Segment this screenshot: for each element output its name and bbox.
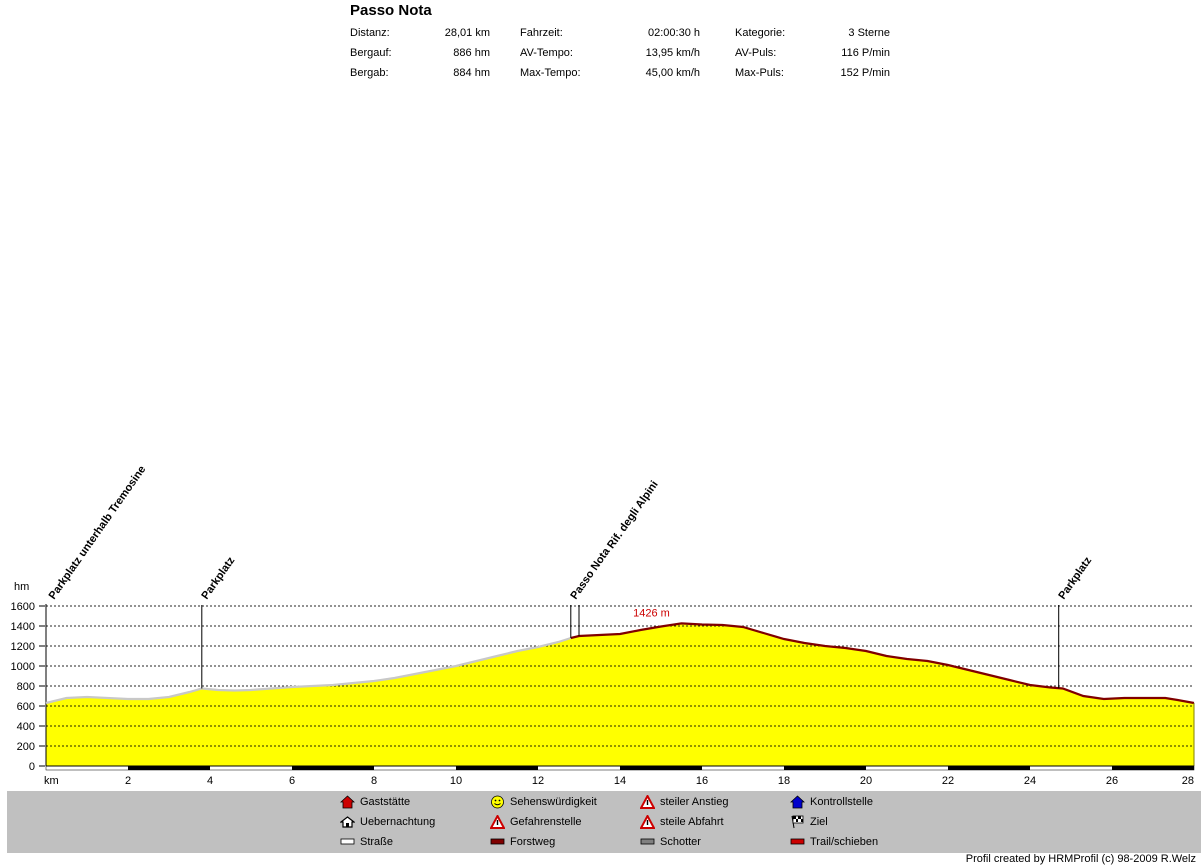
x-tick-label: 18	[778, 775, 790, 787]
stat-label: AV-Puls:	[735, 47, 777, 59]
stat-label: Distanz:	[350, 27, 390, 39]
y-tick-label: 1200	[11, 641, 35, 653]
y-axis-label: hm	[14, 581, 29, 593]
max-elevation-label: 1426 m	[633, 607, 670, 619]
y-tick-label: 200	[17, 741, 35, 753]
stat-value: 116 P/min	[841, 47, 890, 59]
stat-label: Max-Puls:	[735, 67, 784, 79]
waypoint-label: Parkplatz	[1056, 554, 1094, 601]
legend-label: Trail/schieben	[810, 836, 879, 848]
waypoint-label: Parkplatz	[199, 554, 237, 601]
waypoint-label: Rif. degli Alpini	[605, 479, 661, 551]
legend-label: steile Abfahrt	[660, 816, 724, 828]
legend-label: steiler Anstieg	[660, 796, 729, 808]
waypoint-label: Parkplatz unterhalb Tremosine	[47, 464, 149, 602]
stat-label: Bergauf:	[350, 47, 392, 59]
legend-label: Uebernachtung	[360, 816, 436, 828]
x-axis-band-segment	[456, 766, 538, 770]
y-tick-label: 1000	[11, 661, 35, 673]
x-axis-label: km	[44, 775, 59, 787]
x-tick-label: 10	[450, 775, 462, 787]
surface-line-road	[45, 636, 572, 705]
x-axis-band-segment	[784, 766, 866, 770]
stat-label: Bergab:	[350, 67, 389, 79]
x-tick-label: 20	[860, 775, 872, 787]
x-tick-label: 12	[532, 775, 544, 787]
y-tick-label: 1400	[11, 621, 35, 633]
stat-label: Fahrzeit:	[520, 27, 563, 39]
x-tick-label: 14	[614, 775, 626, 787]
stat-value: 152 P/min	[840, 67, 890, 79]
legend-label: Schotter	[660, 836, 701, 848]
stat-label: Kategorie:	[735, 27, 786, 39]
stat-value: 28,01 km	[444, 27, 490, 39]
legend-label: Gefahrenstelle	[510, 816, 582, 828]
x-axis-band-segment	[292, 766, 374, 770]
x-axis-band-segment	[1112, 766, 1194, 770]
y-tick-label: 0	[29, 761, 35, 773]
x-tick-label: 2	[125, 775, 131, 787]
y-tick-label: 400	[17, 721, 35, 733]
x-tick-label: 16	[696, 775, 708, 787]
stat-value: 02:00:30 h	[648, 27, 700, 39]
legend-label: Sehenswürdigkeit	[510, 796, 597, 808]
y-tick-label: 1600	[11, 601, 35, 613]
stat-value: 45,00 km/h	[645, 67, 700, 79]
x-tick-label: 4	[207, 775, 213, 787]
x-axis-band-segment	[948, 766, 1030, 770]
stat-label: AV-Tempo:	[520, 47, 573, 59]
legend-label: Straße	[360, 836, 394, 848]
y-tick-label: 600	[17, 701, 35, 713]
x-tick-label: 8	[371, 775, 377, 787]
credit-text: Profil created by HRMProfil (c) 98-2009 …	[965, 853, 1196, 865]
stat-value: 3 Sterne	[848, 27, 890, 39]
x-axis-band-segment	[128, 766, 210, 770]
x-tick-label: 22	[942, 775, 954, 787]
y-tick-label: 800	[17, 681, 35, 693]
elevation-area	[46, 623, 1194, 766]
stat-value: 884 hm	[453, 67, 490, 79]
x-tick-label: 26	[1106, 775, 1118, 787]
stat-label: Max-Tempo:	[520, 67, 581, 79]
x-tick-label: 6	[289, 775, 295, 787]
waypoint-label: Passo Nota	[568, 545, 613, 602]
stat-value: 886 hm	[453, 47, 490, 59]
surface-line-forest	[570, 622, 1195, 705]
legend-label: Gaststätte	[360, 796, 411, 808]
legend-label: Forstweg	[510, 836, 556, 848]
legend: Gaststätte Sehenswürdigkeit steiler Anstie…	[7, 791, 1201, 853]
page-title: Passo Nota	[350, 2, 432, 19]
stat-value: 13,95 km/h	[645, 47, 700, 59]
legend-label: Ziel	[810, 816, 828, 828]
x-tick-label: 28	[1182, 775, 1194, 787]
x-axis-band-segment	[620, 766, 702, 770]
x-tick-label: 24	[1024, 775, 1036, 787]
legend-label: Kontrollstelle	[810, 796, 873, 808]
